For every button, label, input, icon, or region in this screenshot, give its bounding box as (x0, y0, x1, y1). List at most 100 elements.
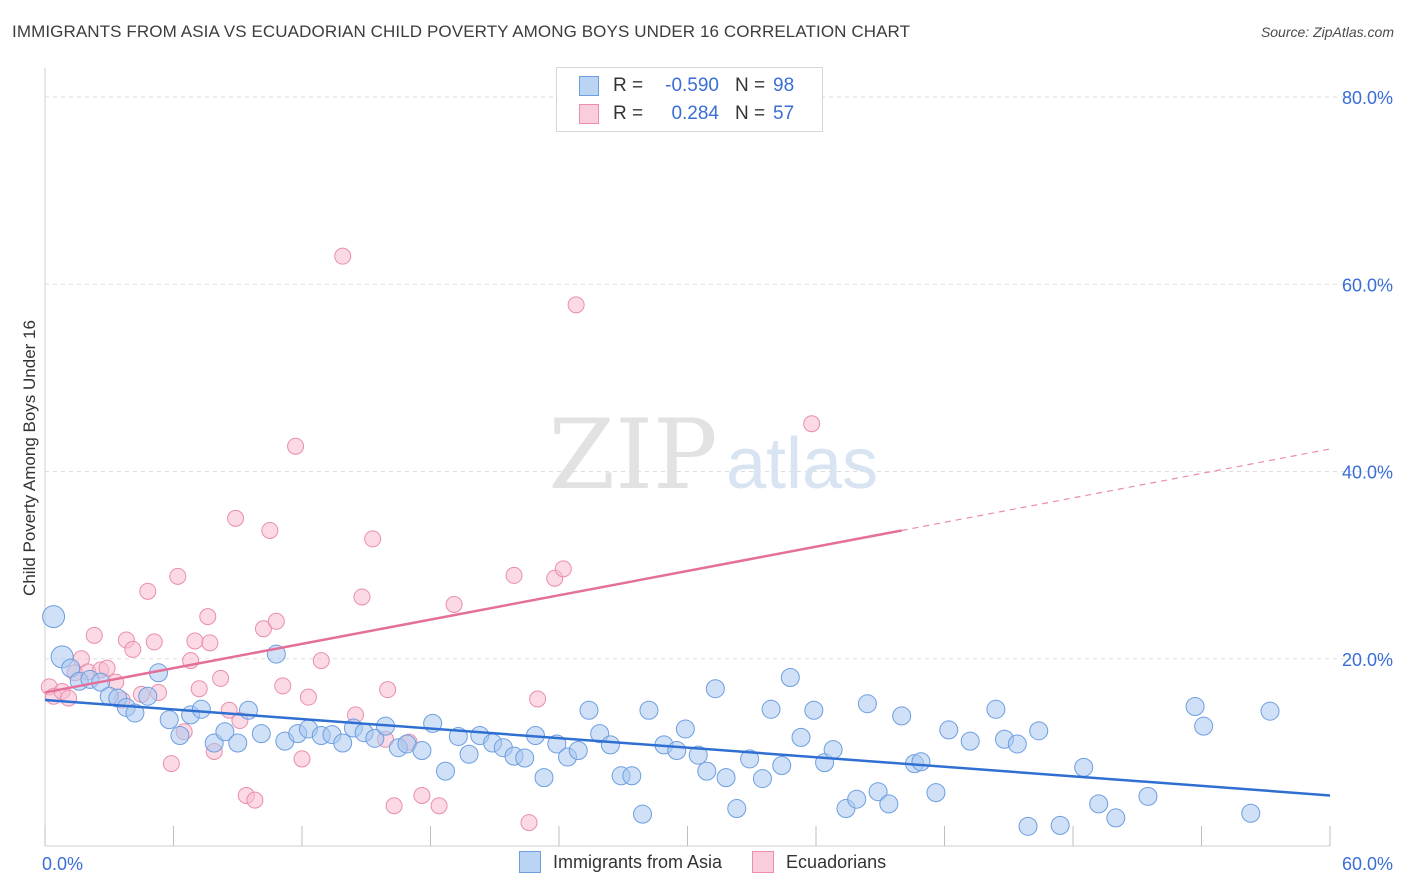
asia-point (939, 720, 959, 740)
n-label: N = (735, 103, 766, 124)
asia-point (1194, 716, 1214, 736)
asia-point (823, 740, 843, 760)
ecuadorians-points (40, 247, 821, 832)
asia-point (667, 741, 687, 761)
legend-item-ecuadorians[interactable]: Ecuadorians (752, 851, 886, 873)
ecuadorians-point (379, 681, 397, 699)
y-axis-label: Child Poverty Among Boys Under 16 (20, 320, 39, 596)
asia-point (892, 706, 912, 726)
ecuadorians-point (124, 640, 142, 658)
asia-point (960, 731, 980, 751)
y-tick-label: 40.0% (1342, 463, 1393, 483)
source-label: Source: ZipAtlas.com (1260, 24, 1394, 40)
asia-point (600, 735, 620, 755)
x-tick-label: 60.0% (1342, 854, 1393, 874)
asia-point (705, 679, 725, 699)
legend-label-ecuadorians: Ecuadorians (786, 851, 887, 872)
asia-point (435, 761, 455, 781)
stats-row-ecuadorians: R = 0.284 N = 57 (579, 101, 794, 127)
n-label: N = (735, 75, 766, 96)
asia-point (1074, 757, 1094, 777)
asia-point (688, 745, 708, 765)
asia-point (926, 783, 946, 803)
y-tick-label: 80.0% (1342, 88, 1393, 108)
stats-legend: R = -0.590 N = 98 R = 0.284 N = 57 (556, 67, 823, 132)
asia-trend-line (44, 698, 1331, 797)
ecuadorians-point (85, 626, 103, 644)
grid-lines (45, 96, 1392, 660)
stats-row-asia: R = -0.590 N = 98 (579, 73, 794, 99)
r-value: -0.590 (665, 75, 719, 96)
n-value: 98 (773, 75, 795, 96)
y-tick-label: 60.0% (1342, 275, 1393, 295)
watermark: ZIP atlas (548, 399, 878, 511)
watermark-atlas: atlas (726, 424, 878, 504)
asia-point (515, 748, 535, 768)
ecuadorians-point (430, 797, 448, 815)
ecuadorians-point (162, 755, 180, 773)
ecuadorians-point (529, 690, 547, 708)
r-value: 0.284 (671, 103, 719, 124)
asia-point (740, 749, 760, 769)
asia-point (780, 667, 800, 687)
ecuadorians-point (186, 632, 204, 650)
axes (44, 68, 1331, 847)
asia-point (534, 768, 554, 788)
asia-point (1106, 808, 1126, 828)
asia-point (1241, 803, 1261, 823)
asia-point (1050, 815, 1070, 835)
ecuadorians-point (199, 608, 217, 626)
ecuadorians-point (413, 786, 431, 804)
r-label: R = (613, 103, 644, 124)
n-value: 57 (773, 103, 795, 124)
ecuadorians-point (267, 612, 285, 630)
asia-point (716, 768, 736, 788)
ecuadorians-trend-extension (901, 448, 1331, 532)
y-tick-label: 20.0% (1342, 650, 1393, 670)
asia-point (675, 719, 695, 739)
asia-point (697, 761, 717, 781)
asia-point (847, 789, 867, 809)
ecuadorians-point (139, 582, 157, 600)
asia-point (986, 699, 1006, 719)
asia-points (42, 605, 1280, 836)
asia-point (772, 755, 792, 775)
asia-point (1018, 816, 1038, 836)
asia-point (804, 700, 824, 720)
ecuadorians-point (312, 652, 330, 670)
ecuadorians-legend-swatch (752, 851, 775, 873)
asia-point (727, 799, 747, 819)
asia-point (1138, 786, 1158, 806)
asia-point (639, 700, 659, 720)
ecuadorians-point (287, 437, 305, 455)
asia-point (170, 726, 190, 746)
asia-point (251, 724, 271, 744)
asia-point (568, 741, 588, 761)
asia-point (579, 700, 599, 720)
asia-point (622, 766, 642, 786)
asia-point (752, 769, 772, 789)
ecuadorians-point (201, 634, 219, 652)
series-legend: Immigrants from Asia Ecuadorians (519, 851, 916, 873)
ecuadorians-point (299, 688, 317, 706)
asia-point (911, 752, 931, 772)
watermark-zip: ZIP (548, 399, 717, 511)
asia-point (365, 728, 385, 748)
ecuadorians-point (212, 669, 230, 687)
ecuadorians-point (505, 566, 523, 584)
asia-point (159, 710, 179, 730)
ecuadorians-point (169, 567, 187, 585)
ecuadorians-point (554, 560, 572, 578)
asia-point (125, 703, 145, 723)
legend-item-asia[interactable]: Immigrants from Asia (519, 851, 722, 873)
asia-point (1185, 696, 1205, 716)
ecuadorians-point (293, 750, 311, 768)
ecuadorians-point (353, 588, 371, 606)
ecuadorians-point (334, 247, 352, 265)
trend-lines (44, 448, 1331, 797)
asia-point (333, 733, 353, 753)
asia-point (791, 727, 811, 747)
asia-point (215, 722, 235, 742)
ecuadorians-point (567, 296, 585, 314)
